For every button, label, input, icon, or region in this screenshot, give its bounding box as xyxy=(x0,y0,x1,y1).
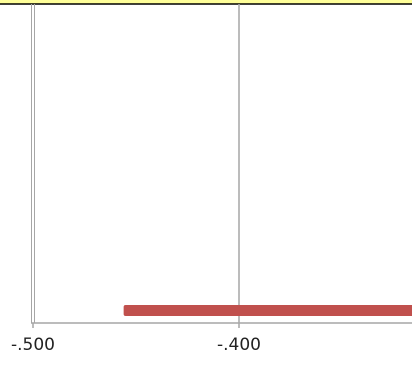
x-tick-label-1: -.400 xyxy=(217,335,261,355)
grid-lines xyxy=(31,4,412,328)
x-tick-labels: -.500 -.400 xyxy=(11,335,261,355)
bars xyxy=(123,305,412,316)
chart-background xyxy=(0,0,412,5)
top-fill-strip xyxy=(0,0,412,4)
bar-0 xyxy=(123,305,412,316)
x-tick-label-0: -.500 xyxy=(11,335,55,355)
